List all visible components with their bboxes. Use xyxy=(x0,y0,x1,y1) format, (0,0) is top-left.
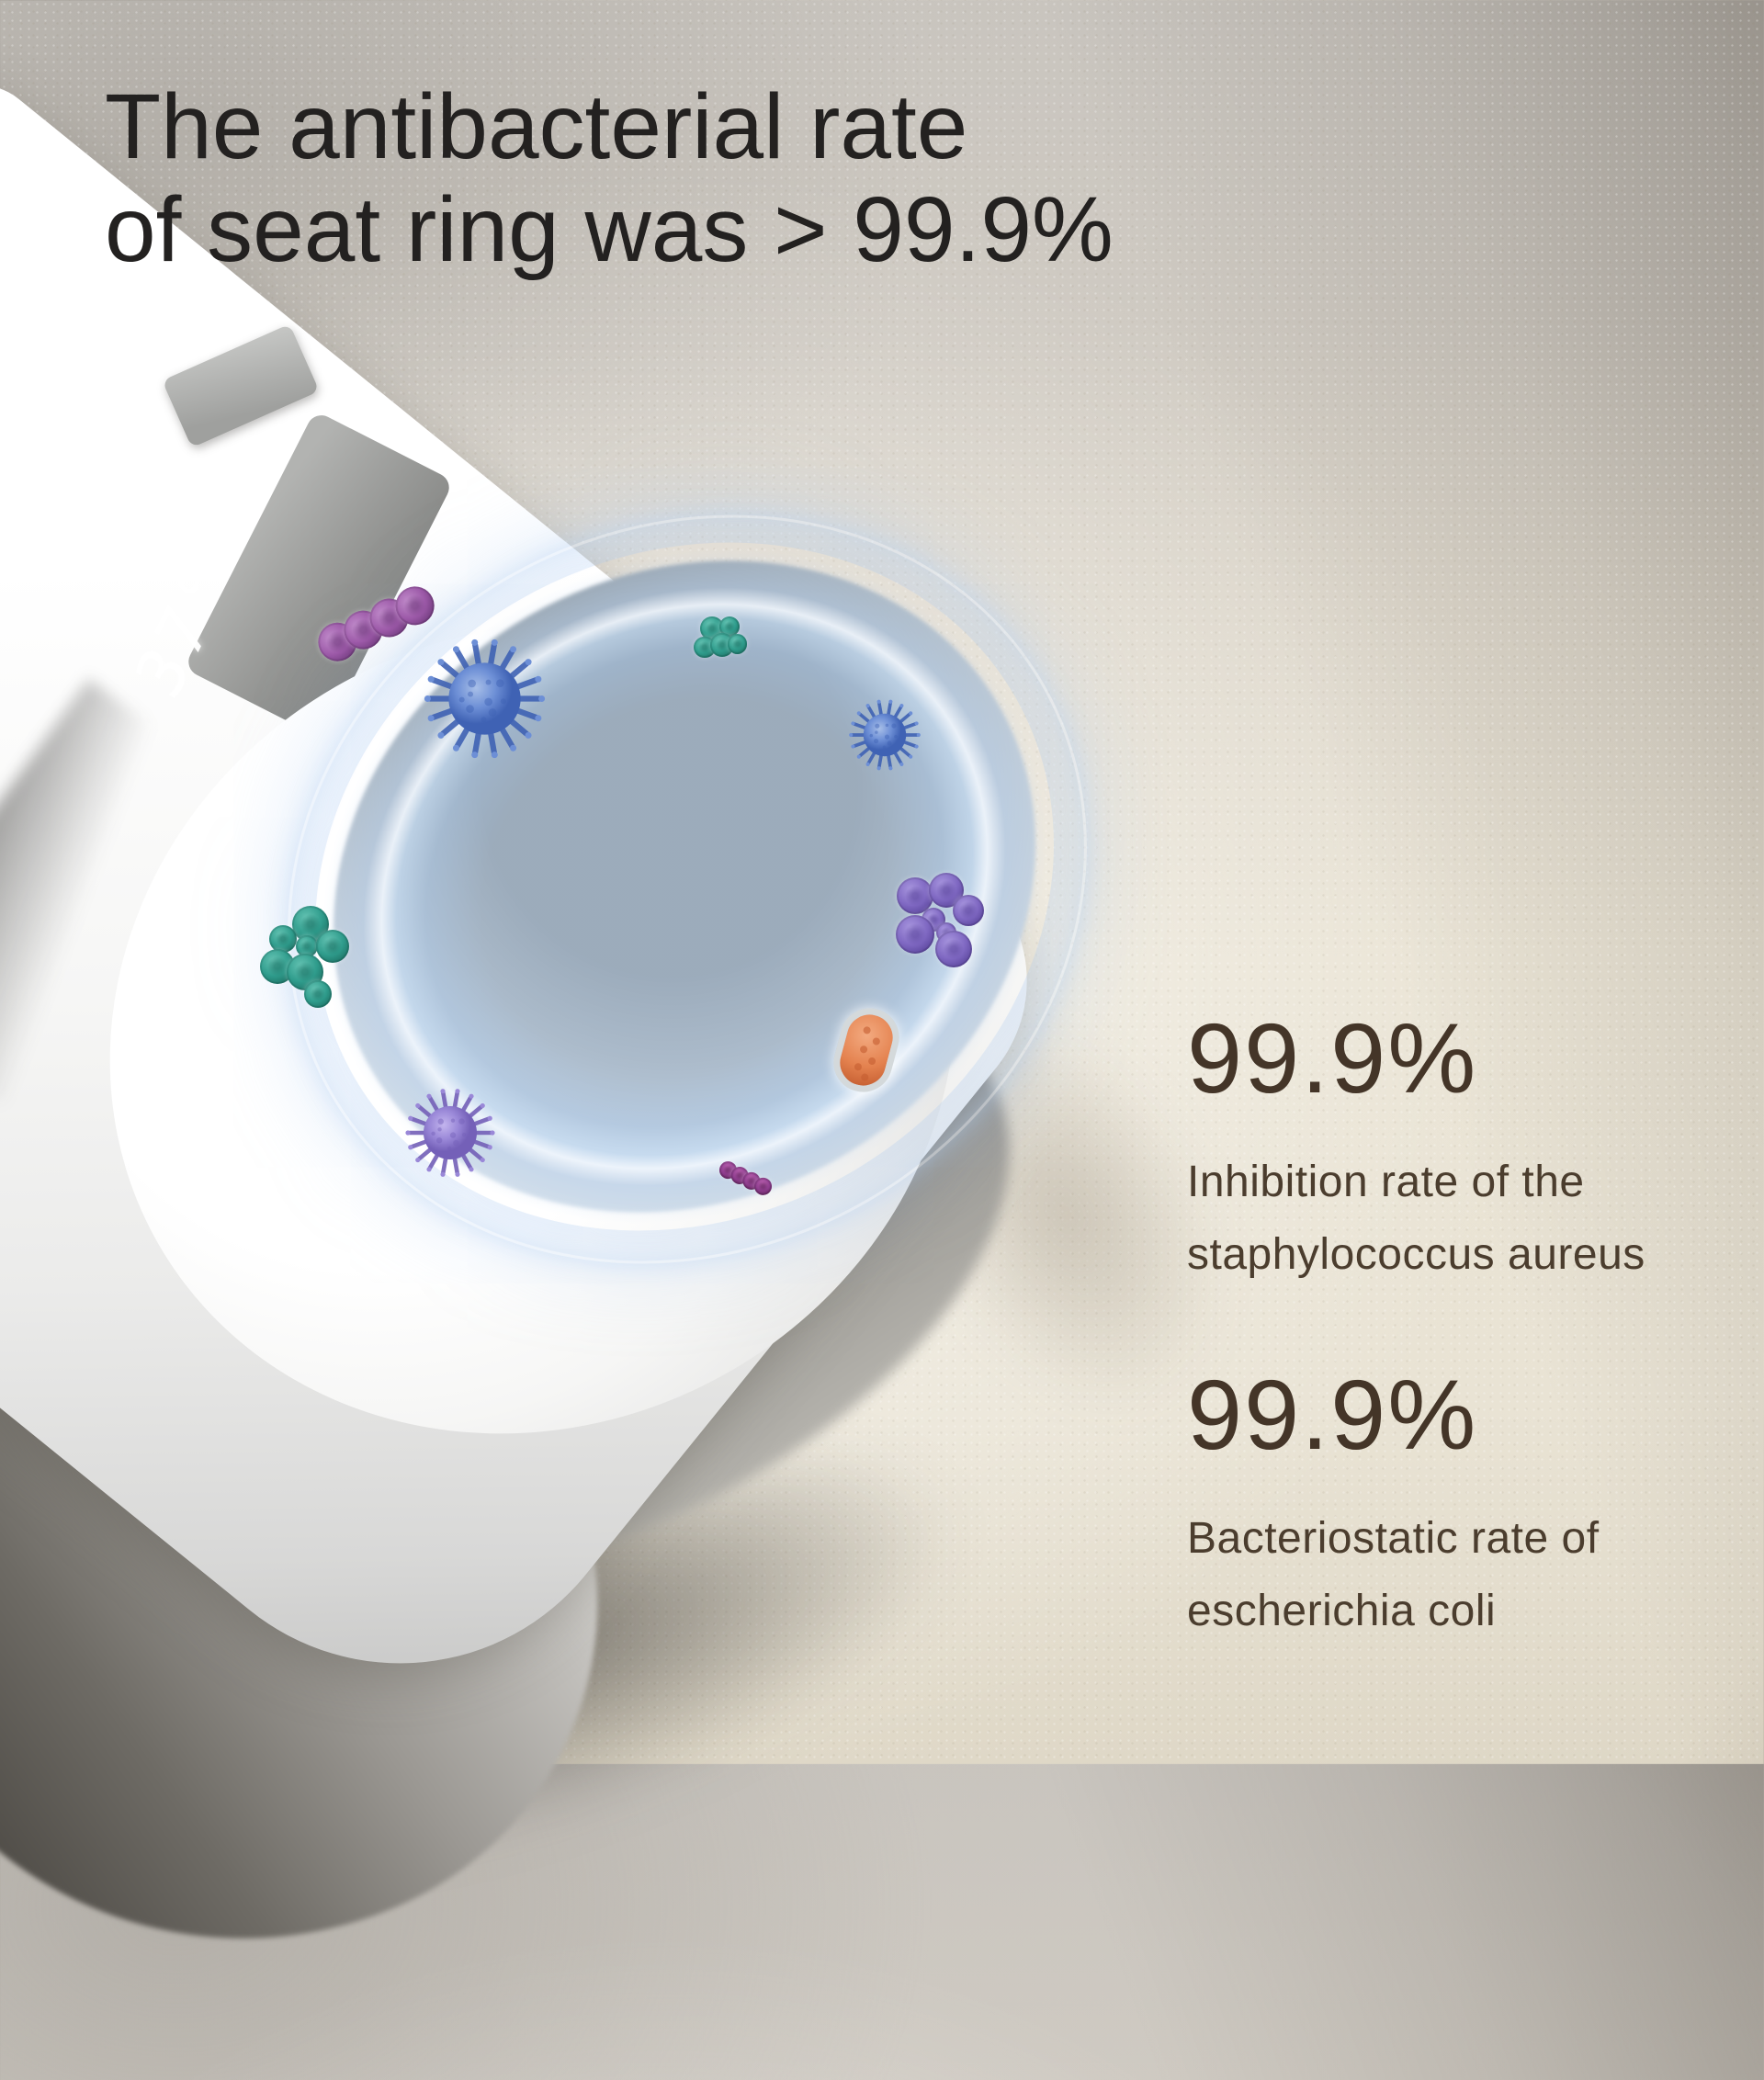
coronavirus-blue-large-icon xyxy=(423,637,547,761)
stat-escherichia-label: Bacteriostatic rate of escherichia coli xyxy=(1187,1514,1600,1635)
cocci-cluster-violet-icon xyxy=(893,873,985,975)
headline: The antibacterial rate of seat ring was … xyxy=(105,75,1114,281)
cocci-cluster-teal-large-icon xyxy=(260,906,358,1008)
virus-lavender-icon xyxy=(404,1087,496,1179)
stat-escherichia: 99.9% Bacteriostatic rate of escherichia… xyxy=(1187,1365,1600,1647)
temperature-value: 37° xyxy=(120,548,247,711)
stat-staphylococcus-value: 99.9% xyxy=(1187,1002,1478,1113)
cocci-cluster-teal-small-icon xyxy=(694,616,748,670)
headline-line2: of seat ring was > 99.9% xyxy=(105,178,1114,281)
stat-escherichia-value: 99.9% xyxy=(1187,1359,1478,1470)
stat-staphylococcus: 99.9% Inhibition rate of the staphylococ… xyxy=(1187,1009,1645,1291)
stat-staphylococcus-label: Inhibition rate of the staphylococcus au… xyxy=(1187,1158,1645,1279)
headline-line1: The antibacterial rate xyxy=(105,75,968,178)
coronavirus-blue-small-icon xyxy=(848,698,922,772)
